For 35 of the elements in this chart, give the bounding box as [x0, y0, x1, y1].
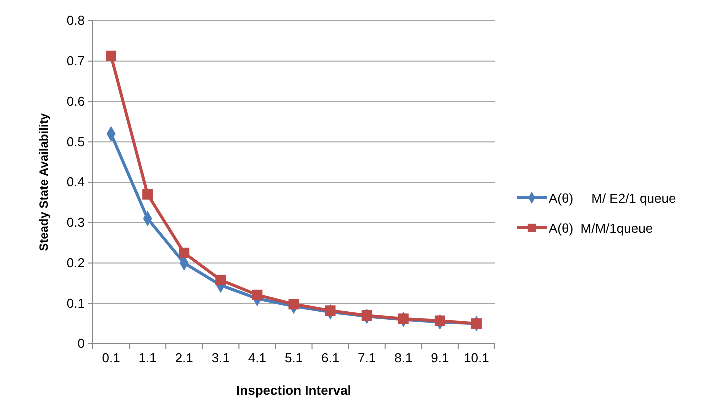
x-tick-label: 9.1	[431, 350, 450, 366]
x-tick-label: 1.1	[138, 350, 157, 366]
point	[142, 189, 154, 200]
point	[179, 248, 190, 258]
point	[471, 318, 482, 330]
y-tick-label: 0.5	[66, 134, 85, 150]
point	[434, 316, 446, 326]
point	[106, 50, 117, 62]
y-tick-label: 0.3	[66, 215, 85, 230]
legend-label: A(θ) M/ E2/1 queue	[549, 191, 676, 206]
x-tick-label: 4.1	[248, 350, 266, 366]
point	[398, 314, 409, 324]
x-tick-label: 6.1	[322, 350, 340, 366]
y-tick-label: 0.7	[66, 54, 85, 69]
point	[288, 299, 300, 310]
point	[362, 310, 372, 321]
x-axis-title: Inspection Interval	[236, 383, 352, 398]
x-tick-label: 10.1	[464, 350, 490, 366]
y-tick-label: 0.1	[66, 296, 85, 311]
y-tick-label: 0	[78, 336, 85, 352]
y-tick-label: 0.2	[66, 255, 85, 270]
x-tick-label: 5.1	[284, 350, 304, 366]
x-tick-label: 8.1	[394, 350, 413, 366]
x-tick-label: 2.1	[175, 350, 194, 366]
x-tick-label: 3.1	[212, 350, 230, 366]
point	[325, 306, 336, 316]
x-tick-label: 0.1	[102, 350, 120, 366]
y-tick-label: 0.8	[66, 13, 85, 28]
y-tick-label: 0.6	[66, 94, 85, 109]
x-tick-label: 7.1	[358, 350, 376, 366]
y-tick-label: 0.4	[66, 174, 85, 190]
point	[252, 290, 263, 300]
point	[216, 274, 226, 286]
legend-label: A(θ) M/M/1queue	[549, 221, 654, 236]
y-axis-title: Steady State Availability	[37, 113, 51, 252]
